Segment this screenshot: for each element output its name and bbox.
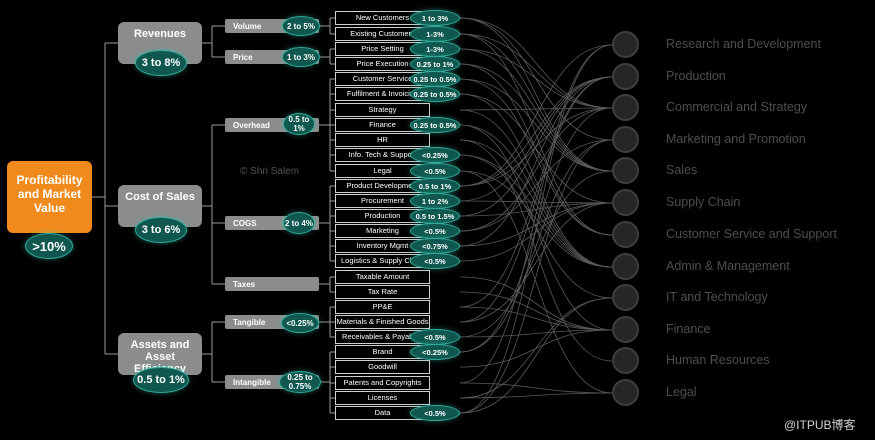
function-node-12 <box>612 379 639 406</box>
function-human-resources: Human Resources <box>666 353 770 367</box>
root-label: Profitability and Market Value <box>16 173 83 215</box>
function-sales: Sales <box>666 163 698 177</box>
logistics-badge: <0.5% <box>410 253 460 269</box>
root-node-profitability: Profitability and Market Value <box>7 161 92 233</box>
function-admin-management: Admin & Management <box>666 259 790 273</box>
leaf-data: Data <box>335 406 430 420</box>
function-node-9 <box>612 284 639 311</box>
product-development-badge: 0.5 to 1% <box>410 178 460 194</box>
price-badge: 1 to 3% <box>282 47 320 67</box>
leaf-taxable-amount: Taxable Amount <box>335 270 430 284</box>
function-node-10 <box>612 316 639 343</box>
function-it-technology: IT and Technology <box>666 290 768 304</box>
procurement-badge: 1 to 2% <box>410 193 460 209</box>
new-customers-badge: 1 to 3% <box>410 10 460 26</box>
function-production: Production <box>666 69 726 83</box>
leaf-info-tech: Info. Tech & Support <box>335 148 430 162</box>
price-setting-badge: 1-3% <box>410 41 460 57</box>
leaf-production: Production <box>335 209 430 223</box>
function-legal: Legal <box>666 385 697 399</box>
price-execution-badge: 0.25 to 1% <box>410 56 460 72</box>
leaf-materials-finished-goods: Materials & Finished Goods <box>335 315 430 329</box>
leaf-goodwill: Goodwill <box>335 360 430 374</box>
leaf-licenses: Licenses <box>335 391 430 405</box>
intangible-badge: 0.25 to 0.75% <box>279 371 321 393</box>
revenues-badge: 3 to 8% <box>135 50 187 76</box>
function-node-3 <box>612 94 639 121</box>
leaf-hr: HR <box>335 133 430 147</box>
volume-badge: 2 to 5% <box>282 16 320 36</box>
function-customer-service: Customer Service and Support <box>666 227 837 241</box>
tangible-badge: <0.25% <box>281 313 319 333</box>
leaf-new-customers: New Customers <box>335 11 430 25</box>
leaf-receivables-payables: Receivables & Payables <box>335 330 430 344</box>
leaf-brand: Brand <box>335 345 430 359</box>
node-revenues-label: Revenues <box>134 28 186 40</box>
function-node-7 <box>612 221 639 248</box>
function-node-2 <box>612 63 639 90</box>
leaf-tax-rate: Tax Rate <box>335 285 430 299</box>
fulfilment-invoicing-badge: 0.25 to 0.5% <box>410 86 460 102</box>
receivables-payables-badge: <0.5% <box>410 329 460 345</box>
info-tech-badge: <0.25% <box>410 147 460 163</box>
customer-service-badge: 0.25 to 0.5% <box>410 71 460 87</box>
leaf-patents-copyrights: Patents and Copyrights <box>335 376 430 390</box>
function-node-11 <box>612 347 639 374</box>
node-taxes: Taxes <box>225 277 319 291</box>
legal-badge: <0.5% <box>410 163 460 179</box>
function-supply-chain: Supply Chain <box>666 195 741 209</box>
site-watermark: @ITPUB博客 <box>784 418 856 432</box>
existing-customers-badge: 1-3% <box>410 26 460 42</box>
root-badge: >10% <box>25 233 73 259</box>
finance-badge: 0.25 to 0.5% <box>410 117 460 133</box>
brand-badge: <0.25% <box>410 344 460 360</box>
production-badge: 0.5 to 1.5% <box>410 208 460 224</box>
cost-of-sales-badge: 3 to 6% <box>135 217 187 243</box>
function-marketing-promotion: Marketing and Promotion <box>666 132 806 146</box>
node-cost-of-sales-label: Cost of Sales <box>125 191 195 203</box>
overhead-badge: 0.5 to 1% <box>283 113 315 135</box>
marketing-badge: <0.5% <box>410 223 460 239</box>
function-node-1 <box>612 31 639 58</box>
function-finance: Finance <box>666 322 711 336</box>
cogs-badge: 2 to 4% <box>283 212 315 234</box>
leaf-fulfilment-invoicing: Fulfilment & Invoicing <box>335 87 430 101</box>
data-badge: <0.5% <box>410 405 460 421</box>
function-node-5 <box>612 157 639 184</box>
inventory-mgmt-badge: <0.75% <box>410 238 460 254</box>
assets-badge: 0.5 to 1% <box>133 367 189 393</box>
leaf-ppe: PP&E <box>335 300 430 314</box>
function-node-4 <box>612 126 639 153</box>
function-research-development: Research and Development <box>666 37 821 51</box>
leaf-product-development: Product Development <box>335 179 430 193</box>
function-node-8 <box>612 253 639 280</box>
function-commercial-strategy: Commercial and Strategy <box>666 100 808 114</box>
function-node-6 <box>612 189 639 216</box>
leaf-strategy: Strategy <box>335 103 430 117</box>
leaf-customer-service: Customer Service <box>335 72 430 86</box>
copyright-note: © Shri Salem <box>240 166 300 177</box>
